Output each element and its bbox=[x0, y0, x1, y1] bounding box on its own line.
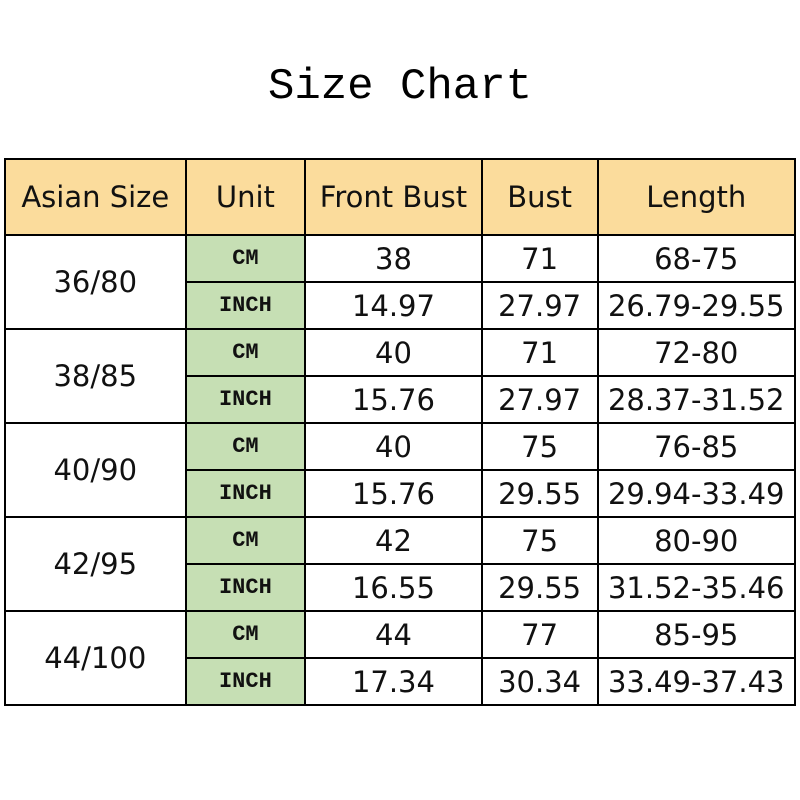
front-bust-cell: 38 bbox=[304, 234, 483, 283]
table-row: INCH 17.34 30.34 33.49-37.43 bbox=[5, 657, 796, 706]
unit-cell: CM bbox=[184, 328, 307, 377]
length-cell: 80-90 bbox=[596, 516, 796, 565]
unit-cell: CM bbox=[184, 234, 307, 283]
length-cell: 28.37-31.52 bbox=[596, 375, 796, 424]
unit-cell: CM bbox=[184, 516, 307, 565]
page-title: Size Chart bbox=[267, 62, 533, 112]
size-cell: 36/80 bbox=[4, 234, 187, 330]
front-bust-cell: 17.34 bbox=[304, 657, 483, 706]
bust-cell: 75 bbox=[480, 422, 599, 471]
header-front-bust: Front Bust bbox=[304, 158, 483, 236]
unit-cell: CM bbox=[184, 610, 307, 659]
table-row: INCH 16.55 29.55 31.52-35.46 bbox=[5, 563, 796, 612]
header-length: Length bbox=[596, 158, 796, 236]
front-bust-cell: 42 bbox=[304, 516, 483, 565]
bust-cell: 27.97 bbox=[480, 375, 599, 424]
table-row: INCH 14.97 27.97 26.79-29.55 bbox=[5, 281, 796, 330]
unit-cell: INCH bbox=[184, 375, 307, 424]
bust-cell: 71 bbox=[480, 234, 599, 283]
table-row: INCH 15.76 27.97 28.37-31.52 bbox=[5, 375, 796, 424]
unit-cell: INCH bbox=[184, 563, 307, 612]
bust-cell: 29.55 bbox=[480, 469, 599, 518]
bust-cell: 75 bbox=[480, 516, 599, 565]
table-row: 40/90 CM 40 75 76-85 bbox=[4, 422, 796, 518]
length-cell: 85-95 bbox=[596, 610, 796, 659]
length-cell: 68-75 bbox=[596, 234, 796, 283]
front-bust-cell: 16.55 bbox=[304, 563, 483, 612]
front-bust-cell: 15.76 bbox=[304, 469, 483, 518]
bust-cell: 29.55 bbox=[480, 563, 599, 612]
table-row: 36/80 CM 38 71 68-75 bbox=[4, 234, 796, 330]
header-row: Asian Size Unit Front Bust Bust Length bbox=[4, 158, 796, 236]
front-bust-cell: 14.97 bbox=[304, 281, 483, 330]
size-chart-table: Asian Size Unit Front Bust Bust Length 3… bbox=[4, 158, 796, 706]
length-cell: 26.79-29.55 bbox=[596, 281, 796, 330]
bust-cell: 30.34 bbox=[480, 657, 599, 706]
table-row: 42/95 CM 42 75 80-90 bbox=[4, 516, 796, 612]
table-row: 38/85 CM 40 71 72-80 bbox=[4, 328, 796, 424]
size-cell: 42/95 bbox=[4, 516, 187, 612]
length-cell: 29.94-33.49 bbox=[596, 469, 796, 518]
bust-cell: 71 bbox=[480, 328, 599, 377]
length-cell: 33.49-37.43 bbox=[596, 657, 796, 706]
front-bust-cell: 44 bbox=[304, 610, 483, 659]
unit-cell: INCH bbox=[184, 281, 307, 330]
unit-cell: INCH bbox=[184, 657, 307, 706]
length-cell: 31.52-35.46 bbox=[596, 563, 796, 612]
size-cell: 44/100 bbox=[4, 610, 187, 706]
table-row: 44/100 CM 44 77 85-95 bbox=[4, 610, 796, 706]
size-cell: 38/85 bbox=[4, 328, 187, 424]
bust-cell: 77 bbox=[480, 610, 599, 659]
unit-cell: CM bbox=[184, 422, 307, 471]
header-unit: Unit bbox=[184, 158, 307, 236]
front-bust-cell: 40 bbox=[304, 328, 483, 377]
bust-cell: 27.97 bbox=[480, 281, 599, 330]
header-bust: Bust bbox=[480, 158, 599, 236]
unit-cell: INCH bbox=[184, 469, 307, 518]
length-cell: 72-80 bbox=[596, 328, 796, 377]
header-asian-size: Asian Size bbox=[4, 158, 187, 236]
front-bust-cell: 40 bbox=[304, 422, 483, 471]
size-cell: 40/90 bbox=[4, 422, 187, 518]
front-bust-cell: 15.76 bbox=[304, 375, 483, 424]
length-cell: 76-85 bbox=[596, 422, 796, 471]
table-row: INCH 15.76 29.55 29.94-33.49 bbox=[5, 469, 796, 518]
